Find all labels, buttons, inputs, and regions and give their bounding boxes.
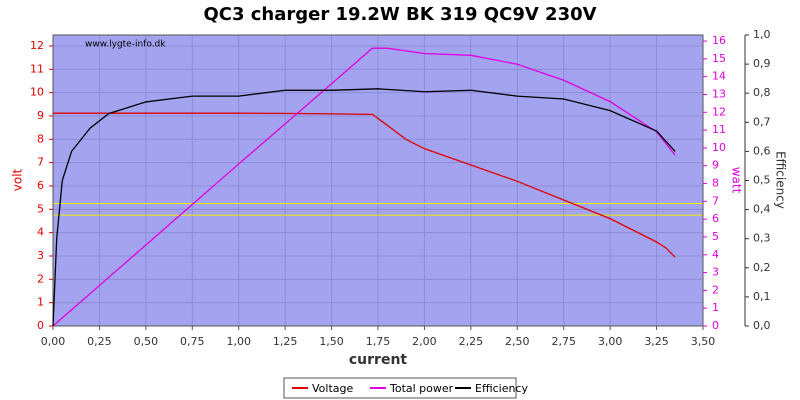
y2-tick-label: 12 xyxy=(712,105,726,118)
x-tick-label: 1,25 xyxy=(273,335,298,348)
y2-tick-label: 1 xyxy=(712,301,719,314)
y-tick-label: 5 xyxy=(37,202,44,215)
y2-tick-label: 4 xyxy=(712,248,719,261)
y2-tick-label: 3 xyxy=(712,266,719,279)
series-line xyxy=(53,112,676,258)
y2-tick-label: 6 xyxy=(712,212,719,225)
y2-tick-label: 15 xyxy=(712,52,726,65)
y3-tick-label: 0,1 xyxy=(753,290,771,303)
y-tick-label: 11 xyxy=(30,62,44,75)
y-tick-label: 4 xyxy=(37,226,44,239)
y3-tick-label: 0,6 xyxy=(753,144,771,157)
x-tick-label: 1,50 xyxy=(319,335,344,348)
x-tick-label: 3,50 xyxy=(691,335,716,348)
legend-label: Voltage xyxy=(312,382,353,395)
x-tick-label: 0,25 xyxy=(87,335,112,348)
y2-tick-label: 14 xyxy=(712,70,726,83)
y2-tick-label: 16 xyxy=(712,34,726,47)
legend-box xyxy=(283,377,517,399)
y2-tick-label: 2 xyxy=(712,283,719,296)
y-tick-label: 1 xyxy=(37,296,44,309)
y-tick-label: 12 xyxy=(30,39,44,52)
x-tick-label: 0,75 xyxy=(180,335,205,348)
legend-label: Total power xyxy=(389,382,454,395)
y-tick-label: 6 xyxy=(37,179,44,192)
y2-tick-label: 9 xyxy=(712,159,719,172)
y-tick-label: 3 xyxy=(37,249,44,262)
y-tick-label: 0 xyxy=(37,319,44,332)
y-axis-label: volt xyxy=(11,168,25,191)
x-tick-label: 0,50 xyxy=(134,335,159,348)
y-tick-label: 10 xyxy=(30,86,44,99)
x-tick-label: 2,50 xyxy=(505,335,530,348)
x-tick-label: 2,25 xyxy=(459,335,484,348)
y3-tick-label: 0,7 xyxy=(753,115,771,128)
y3-tick-label: 0,5 xyxy=(753,174,771,187)
y3-tick-label: 0,0 xyxy=(753,319,771,332)
y3-tick-label: 0,8 xyxy=(753,86,771,99)
x-tick-label: 1,00 xyxy=(226,335,251,348)
legend-label: Efficiency xyxy=(475,382,528,395)
x-tick-label: 0,00 xyxy=(41,335,66,348)
x-tick-label: 2,00 xyxy=(412,335,437,348)
y2-tick-label: 11 xyxy=(712,123,726,136)
x-tick-label: 2,75 xyxy=(551,335,576,348)
y2-tick-label: 13 xyxy=(712,87,726,100)
watermark: www.lygte-info.dk xyxy=(85,40,166,50)
y3-tick-label: 1,0 xyxy=(753,28,771,41)
x-axis-label: current xyxy=(349,352,408,368)
y-tick-label: 9 xyxy=(37,109,44,122)
y3-tick-label: 0,3 xyxy=(753,232,771,245)
y3-tick-label: 0,9 xyxy=(753,57,771,70)
y-tick-label: 2 xyxy=(37,272,44,285)
y-tick-label: 8 xyxy=(37,132,44,145)
chart-title: QC3 charger 19.2W BK 319 QC9V 230V xyxy=(203,4,596,25)
y3-tick-label: 0,2 xyxy=(753,261,771,274)
y2-tick-label: 5 xyxy=(712,230,719,243)
y-tick-label: 7 xyxy=(37,156,44,169)
x-tick-label: 3,00 xyxy=(598,335,623,348)
y3-tick-label: 0,4 xyxy=(753,203,771,216)
y3-axis-label: Efficiency xyxy=(774,151,788,209)
x-tick-label: 3,25 xyxy=(644,335,669,348)
y2-tick-label: 10 xyxy=(712,141,726,154)
y2-tick-label: 0 xyxy=(712,319,719,332)
y2-axis-label: watt xyxy=(730,167,744,194)
y2-tick-label: 7 xyxy=(712,194,719,207)
series-line xyxy=(52,47,676,327)
y2-tick-label: 8 xyxy=(712,177,719,190)
x-tick-label: 1,75 xyxy=(366,335,391,348)
series-line xyxy=(52,88,676,327)
